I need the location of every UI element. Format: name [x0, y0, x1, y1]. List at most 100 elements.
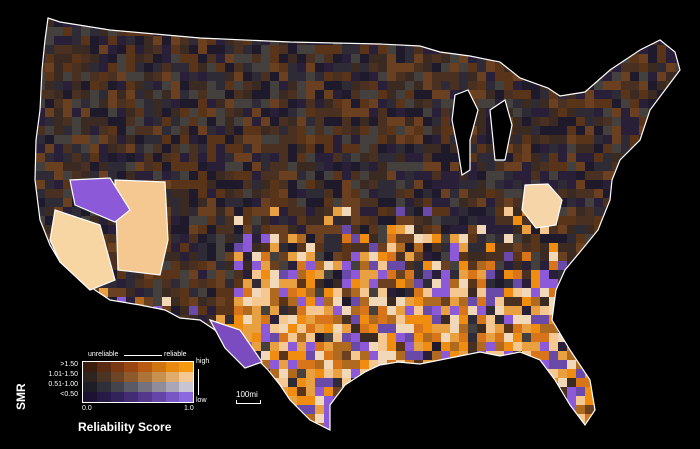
county-cell: [306, 306, 316, 316]
county-cell: [405, 270, 415, 280]
county-cell: [648, 90, 658, 100]
county-cell: [351, 270, 361, 280]
county-cell: [180, 288, 190, 298]
county-cell: [540, 333, 550, 343]
county-cell: [477, 288, 487, 298]
county-cell: [63, 306, 73, 316]
county-cell: [288, 252, 298, 262]
county-cell: [630, 153, 640, 163]
county-cell: [342, 117, 352, 127]
county-cell: [486, 90, 496, 100]
county-cell: [378, 441, 388, 449]
county-cell: [342, 225, 352, 235]
county-cell: [324, 81, 334, 91]
county-cell: [126, 441, 136, 449]
county-cell: [324, 261, 334, 271]
county-cell: [549, 441, 559, 449]
county-cell: [387, 27, 397, 37]
county-cell: [81, 315, 91, 325]
county-cell: [306, 162, 316, 172]
county-cell: [279, 18, 289, 19]
county-cell: [189, 162, 199, 172]
county-cell: [369, 396, 379, 406]
legend-color-grid: [82, 361, 194, 403]
county-cell: [234, 306, 244, 316]
county-cell: [216, 351, 226, 361]
county-cell: [351, 27, 361, 37]
county-cell: [35, 90, 37, 100]
county-cell: [540, 270, 550, 280]
county-cell: [387, 261, 397, 271]
county-cell: [306, 342, 316, 352]
county-cell: [189, 297, 199, 307]
county-cell: [360, 360, 370, 370]
county-cell: [594, 207, 604, 217]
county-cell: [234, 117, 244, 127]
county-cell: [558, 315, 568, 325]
county-cell: [9, 297, 19, 307]
county-cell: [144, 288, 154, 298]
county-cell: [441, 162, 451, 172]
county-cell: [63, 162, 73, 172]
county-cell: [495, 315, 505, 325]
county-cell: [162, 54, 172, 64]
county-cell: [423, 162, 433, 172]
county-cell: [531, 117, 541, 127]
county-cell: [396, 306, 406, 316]
county-cell: [684, 27, 694, 37]
county-cell: [54, 126, 64, 136]
county-cell: [585, 423, 595, 430]
county-cell: [45, 270, 55, 280]
county-cell: [135, 54, 145, 64]
county-cell: [297, 306, 307, 316]
county-cell: [378, 18, 388, 19]
legend-swatch: [165, 392, 180, 402]
county-cell: [324, 441, 334, 449]
county-cell: [603, 315, 613, 325]
county-cell: [216, 126, 226, 136]
county-cell: [441, 351, 451, 361]
county-cell: [252, 99, 262, 109]
county-cell: [351, 342, 361, 352]
county-cell: [279, 189, 289, 199]
county-cell: [9, 81, 19, 91]
county-cell: [36, 288, 46, 298]
county-cell: [234, 279, 244, 289]
county-cell: [648, 333, 658, 343]
county-cell: [684, 378, 694, 388]
county-cell: [27, 0, 37, 10]
county-cell: [288, 351, 298, 361]
county-cell: [180, 324, 190, 334]
county-cell: [396, 135, 406, 145]
county-cell: [162, 144, 172, 154]
county-cell: [207, 270, 217, 280]
county-cell: [198, 198, 208, 208]
county-cell: [63, 279, 73, 289]
county-cell: [342, 189, 352, 199]
county-cell: [225, 432, 235, 442]
county-cell: [684, 279, 694, 289]
county-cell: [648, 369, 658, 379]
county-cell: [432, 225, 442, 235]
county-cell: [297, 189, 307, 199]
county-cell: [207, 180, 217, 190]
county-cell: [63, 117, 73, 127]
county-cell: [36, 72, 46, 82]
county-cell: [36, 0, 46, 10]
county-cell: [63, 90, 73, 100]
county-cell: [369, 225, 379, 235]
county-cell: [423, 153, 433, 163]
county-cell: [486, 306, 496, 316]
tick-max: 1.0: [184, 405, 194, 412]
county-cell: [135, 126, 145, 136]
county-cell: [270, 72, 280, 82]
county-cell: [279, 315, 289, 325]
county-cell: [567, 387, 577, 397]
county-cell: [405, 252, 415, 262]
county-cell: [612, 180, 622, 190]
county-cell: [342, 333, 352, 343]
county-cell: [432, 288, 442, 298]
county-cell: [315, 90, 325, 100]
county-cell: [594, 279, 604, 289]
county-cell: [567, 234, 577, 244]
